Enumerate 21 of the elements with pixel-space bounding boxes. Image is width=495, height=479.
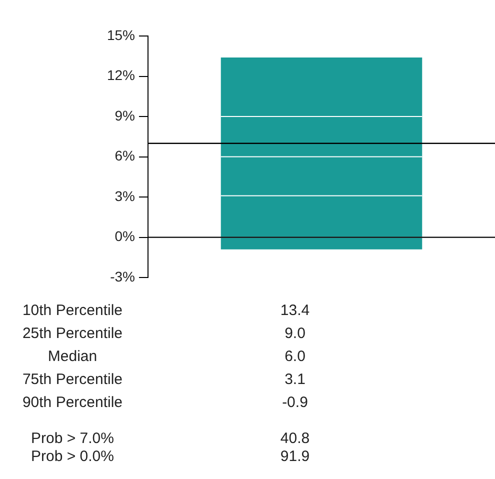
text: Prob > 0.0% (30, 448, 115, 465)
text: Prob > 7.0% (30, 430, 115, 447)
y-tick-label: 3% (114, 188, 135, 204)
y-tick-label: 0% (114, 228, 135, 244)
text: 9.0 (284, 325, 306, 342)
text: -0.9 (281, 394, 309, 411)
text: 75th Percentile (21, 371, 124, 388)
y-tick-label: 12% (106, 67, 135, 84)
y-tick-label: 9% (114, 107, 135, 124)
y-tick-label: 6% (114, 148, 135, 164)
text: 90th Percentile (21, 394, 124, 411)
text: 13.4 (279, 302, 311, 319)
y-tick-label: 15% (106, 26, 135, 43)
text: 6.0 (284, 348, 306, 365)
text: 25th Percentile (21, 325, 124, 342)
y-tick-label: -3% (110, 268, 135, 284)
text: 40.8 (279, 430, 311, 447)
text: 10th Percentile (21, 302, 124, 319)
text: 3.1 (284, 371, 306, 388)
text: 91.9 (279, 448, 311, 465)
text: Median (46, 348, 98, 365)
